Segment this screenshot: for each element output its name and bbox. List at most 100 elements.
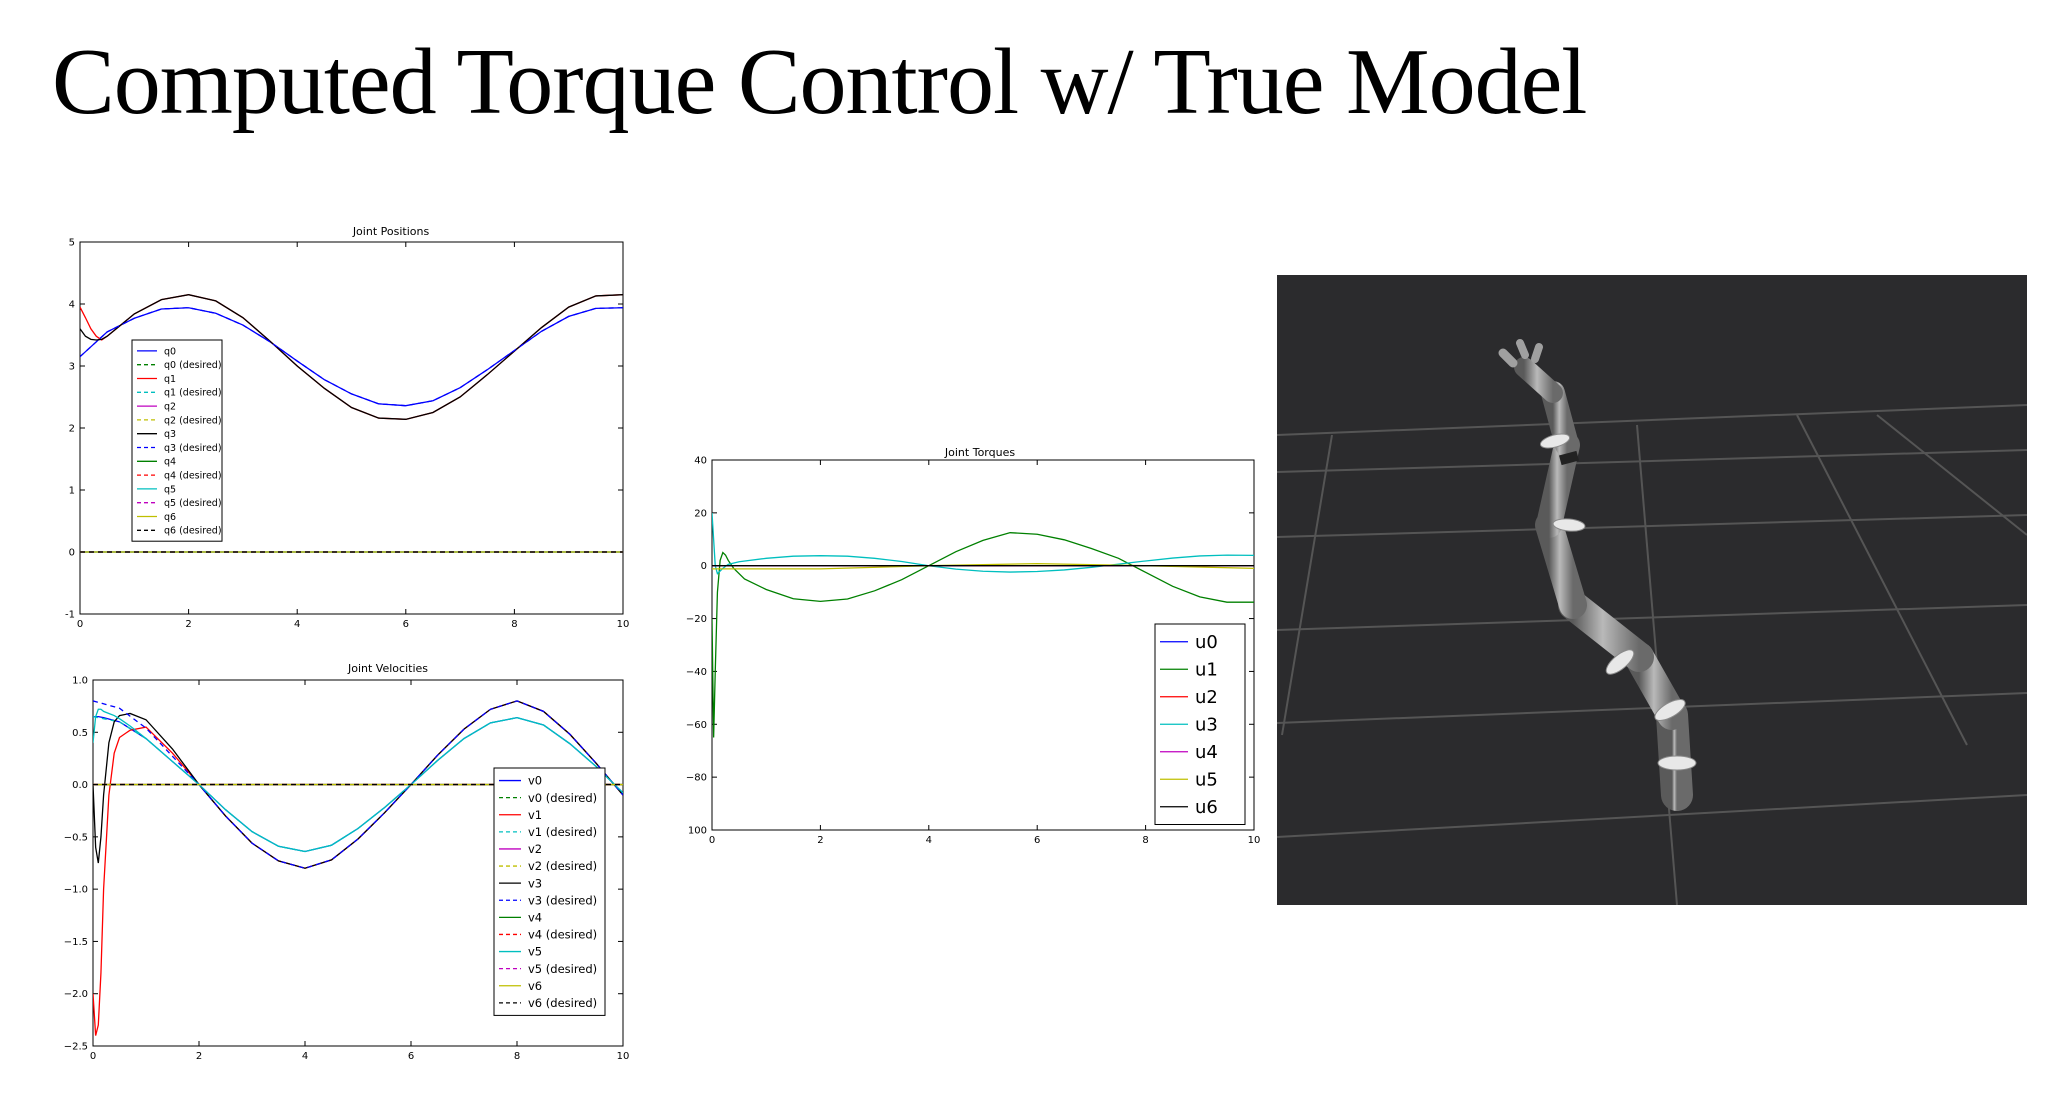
legend-label: q5 (desired) (164, 498, 222, 509)
legend-label: v1 (528, 808, 542, 822)
y-tick-label: 0 (69, 548, 75, 559)
y-tick-label: 100 (688, 826, 707, 837)
legend-label: u0 (1195, 632, 1218, 653)
legend-box (493, 767, 606, 1016)
legend-label: v1 (desired) (528, 825, 597, 839)
y-tick-label: −2.0 (64, 989, 88, 1000)
legend-label: u1 (1195, 660, 1218, 681)
y-tick-label: −1.5 (64, 937, 88, 948)
y-tick-label: 0.5 (72, 728, 88, 739)
y-tick-label: 20 (694, 508, 707, 519)
legend-label: q3 (164, 429, 176, 440)
legend-label: v4 (desired) (528, 928, 597, 942)
plot-area: 0 2 4 6 8 10 100 −80 −60 −40 −20 0 20 40 (686, 456, 1260, 847)
legend-label: u2 (1195, 687, 1218, 708)
x-tick-label: 10 (1248, 835, 1261, 846)
legend-label: q5 (164, 484, 176, 495)
chart-title: Joint Torques (944, 446, 1015, 459)
legend-label: v3 (desired) (528, 893, 597, 907)
y-tick-label: 1 (69, 486, 75, 497)
legend-label: q0 (164, 346, 176, 357)
axes-frame (92, 679, 624, 1047)
x-tick-label: 10 (617, 1051, 630, 1062)
legend-label: q2 (desired) (164, 415, 222, 426)
legend-label: v3 (528, 876, 542, 890)
y-tick-label: −80 (686, 773, 707, 784)
y-tick-label: 0 (701, 561, 707, 572)
legend-label: v5 (528, 945, 542, 959)
y-tick-label: 3 (69, 362, 75, 373)
legend-label: q0 (desired) (164, 360, 222, 371)
legend-label: v4 (528, 910, 542, 924)
y-tick-label: 5 (69, 238, 75, 249)
x-tick-label: 8 (511, 619, 517, 630)
series-group (712, 512, 1254, 738)
series-group (80, 294, 623, 553)
x-tick-label: 6 (403, 619, 409, 630)
legend-label: q1 (164, 374, 176, 385)
legend-label: q3 (desired) (164, 443, 222, 454)
x-tick-label: 4 (302, 1051, 308, 1062)
legend-label: v6 (desired) (528, 996, 597, 1010)
x-tick-label: 4 (926, 835, 932, 846)
legend-label: q1 (desired) (164, 388, 222, 399)
y-tick-label: −2.5 (64, 1042, 88, 1053)
y-tick-label: −0.5 (64, 832, 88, 843)
y-tick-label: 0.0 (72, 780, 88, 791)
series-line-v3 (93, 700, 623, 869)
y-tick-label: -1 (65, 610, 75, 621)
legend: q0 q0 (desired) q1 q1 (desired) q2 q2 (desire… (131, 339, 223, 542)
legend-label: u6 (1195, 797, 1218, 818)
x-tick-label: 6 (1034, 835, 1040, 846)
y-tick-label: −40 (686, 667, 707, 678)
legend-label: v2 (desired) (528, 859, 597, 873)
robot-simulation-view (1277, 275, 2027, 905)
chart-title: Joint Velocities (347, 662, 428, 675)
legend-label: q6 (desired) (164, 526, 222, 537)
y-tick-label: 40 (694, 456, 707, 467)
joint-velocities-chart: Joint Velocities 0 2 4 6 8 10 −2.5 −2.0 −1.5 −1.0… (64, 662, 630, 1062)
legend-label: v0 (desired) (528, 791, 597, 805)
x-tick-label: 0 (90, 1051, 96, 1062)
legend-box (131, 339, 223, 542)
legend-label: v6 (528, 979, 542, 993)
legend-label: q4 (desired) (164, 471, 222, 482)
legend-label: q6 (164, 512, 176, 523)
y-tick-label: 2 (69, 424, 75, 435)
series-line-q3-desired (80, 307, 623, 407)
y-tick-label: −20 (686, 614, 707, 625)
legend-label: v2 (528, 842, 542, 856)
x-tick-label: 10 (617, 619, 630, 630)
legend-label: v0 (528, 774, 542, 788)
y-tick-label: −60 (686, 720, 707, 731)
legend-label: q2 (164, 402, 176, 413)
x-tick-label: 8 (1142, 835, 1148, 846)
legend-label: u3 (1195, 715, 1218, 736)
x-tick-label: 2 (185, 619, 191, 630)
x-tick-label: 2 (817, 835, 823, 846)
legend-label: v5 (desired) (528, 962, 597, 976)
slide-title: Computed Torque Control w/ True Model (52, 30, 1587, 134)
chart-title: Joint Positions (352, 225, 430, 238)
y-tick-label: 1.0 (72, 676, 88, 687)
series-line-v5 (93, 708, 623, 853)
joint-torques-chart: Joint Torques 0 2 4 6 8 10 100 −80 −60 −40 −20 0 20 4… (686, 446, 1260, 847)
series-line-u3 (712, 512, 1254, 575)
legend-label: q4 (164, 457, 176, 468)
robot-arm (1498, 339, 1697, 811)
y-tick-label: −1.0 (64, 885, 88, 896)
series-line-v3-desired (93, 700, 623, 869)
x-tick-label: 8 (514, 1051, 520, 1062)
legend: u0 u1 u2 u3 u4 u5 u6 (1154, 623, 1246, 825)
x-tick-label: 4 (294, 619, 300, 630)
x-tick-label: 6 (408, 1051, 414, 1062)
legend-label: u4 (1195, 742, 1218, 763)
x-tick-label: 0 (77, 619, 83, 630)
y-tick-label: 4 (69, 300, 75, 311)
legend: v0 v0 (desired) v1 v1 (desired) v2 v2 (desire… (493, 767, 606, 1016)
robot-arm-render (1277, 339, 2027, 905)
x-tick-label: 0 (709, 835, 715, 846)
legend-label: u5 (1195, 770, 1218, 791)
